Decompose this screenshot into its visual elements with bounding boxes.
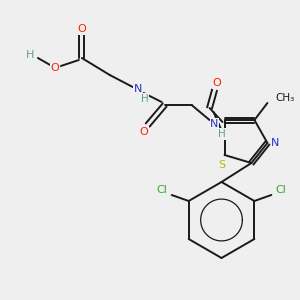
Text: Cl: Cl [156, 185, 167, 195]
Text: H: H [218, 129, 225, 139]
Text: S: S [218, 160, 225, 170]
Text: N: N [134, 84, 142, 94]
Text: O: O [50, 63, 59, 73]
Text: O: O [212, 78, 221, 88]
Text: CH₃: CH₃ [275, 93, 295, 103]
Text: N: N [271, 138, 280, 148]
Text: Cl: Cl [276, 185, 287, 195]
Text: H: H [26, 50, 34, 60]
Text: H: H [141, 94, 148, 104]
Text: O: O [77, 24, 86, 34]
Text: O: O [139, 127, 148, 137]
Text: N: N [210, 119, 219, 129]
